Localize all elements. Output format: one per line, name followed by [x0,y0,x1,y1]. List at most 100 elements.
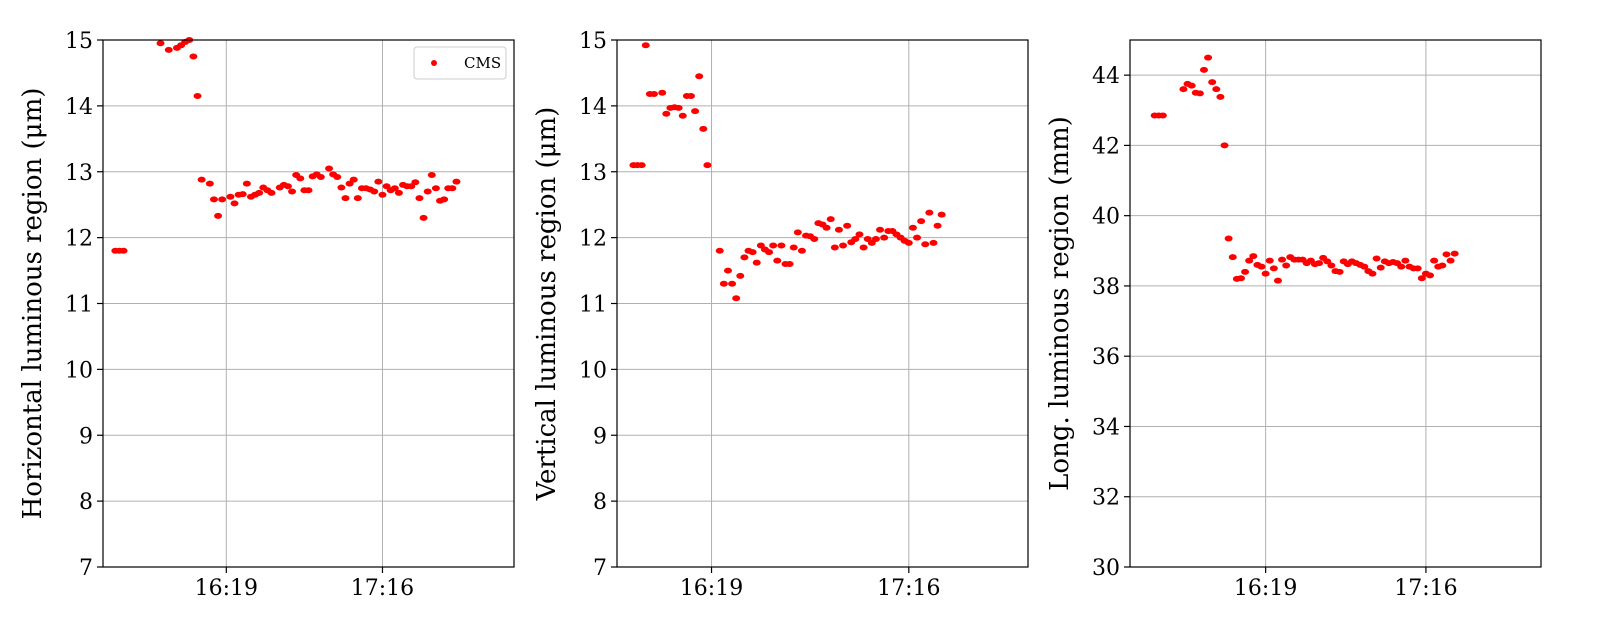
data-point [686,92,695,99]
data-point [793,229,802,236]
data-point [205,180,214,187]
data-point [1282,262,1291,269]
y-tick-label: 14 [65,95,93,120]
data-point [871,235,880,242]
data-point [859,244,868,251]
data-point [242,180,251,187]
data-point [1273,277,1282,284]
data-point [1368,270,1377,277]
data-point [238,191,247,198]
y-tick-label: 38 [1092,275,1120,300]
x-tick-label: 16:19 [680,576,743,601]
data-point [880,234,889,241]
y-tick-label: 12 [579,227,607,252]
data-point [855,231,864,238]
data-point [876,226,885,233]
y-axis-title: Vertical luminous region (μm) [532,107,562,502]
data-point [674,104,683,111]
data-point [1199,66,1208,73]
data-point [715,247,724,254]
data-point [917,218,926,225]
y-tick-label: 8 [79,490,93,515]
data-point [1265,257,1274,264]
y-tick-label: 32 [1092,486,1120,511]
data-point [834,226,843,233]
data-point [748,249,757,256]
y-tick-label: 10 [579,358,607,383]
data-point [283,183,292,190]
data-point [1430,257,1439,264]
data-point [415,195,424,202]
data-point [785,260,794,267]
data-point [904,239,913,246]
data-point [637,162,646,169]
data-point [1413,265,1422,272]
data-point [1220,142,1229,149]
data-point [1261,270,1270,277]
data-point [773,257,782,264]
y-tick-label: 30 [1092,556,1120,581]
data-point [316,174,325,181]
data-point [1278,256,1287,263]
data-point [1376,264,1385,271]
data-point [691,108,700,115]
data-point [193,92,202,99]
data-point [370,188,379,195]
data-point [164,46,173,53]
y-tick-label: 13 [65,161,93,186]
data-point [378,191,387,198]
data-point [349,176,358,183]
data-point [230,200,239,207]
data-point [267,189,276,196]
legend-label: CMS [464,54,501,72]
data-point [218,196,227,203]
data-point [703,162,712,169]
data-point [156,40,165,47]
data-point [214,212,223,219]
y-axis-title: Long. luminous region (mm) [1045,116,1075,491]
data-point [797,247,806,254]
data-point [933,222,942,229]
y-tick-label: 11 [65,293,93,318]
data-point [1212,86,1221,93]
y-tick-label: 8 [593,490,607,515]
data-point [189,53,198,60]
data-point [728,280,737,287]
panel-vertical-luminous-region: 7 8 9 10 11 12 13 14 15 16:19 17:16 Vertical lumino… [532,29,1029,601]
data-point [752,259,761,266]
x-tick-label: 16:19 [1234,576,1297,601]
data-point [1442,251,1451,258]
data-point [1417,275,1426,282]
plot-frame [1129,39,1542,568]
data-point [1446,257,1455,264]
data-point [226,193,235,200]
data-point [1397,263,1406,270]
data-point [255,189,264,196]
data-point [826,216,835,223]
data-point [1228,254,1237,261]
data-point [789,244,798,251]
data-point [908,224,917,231]
data-point [830,244,839,251]
data-point [374,178,383,185]
data-point [1372,255,1381,262]
data-point [662,110,671,117]
data-point [732,295,741,302]
data-point [1208,79,1217,86]
data-point [658,89,667,96]
data-point [822,224,831,231]
data-point [394,189,403,196]
data-point [353,195,362,202]
data-point [777,242,786,249]
data-point [913,234,922,241]
data-point [440,196,449,203]
data-point [1204,54,1213,61]
data-point [1401,257,1410,264]
data-point [678,112,687,119]
data-point [1323,258,1332,265]
y-tick-label: 9 [593,424,607,449]
data-point [695,73,704,80]
y-tick-label: 7 [79,556,93,581]
x-tick-label: 17:16 [877,576,940,601]
